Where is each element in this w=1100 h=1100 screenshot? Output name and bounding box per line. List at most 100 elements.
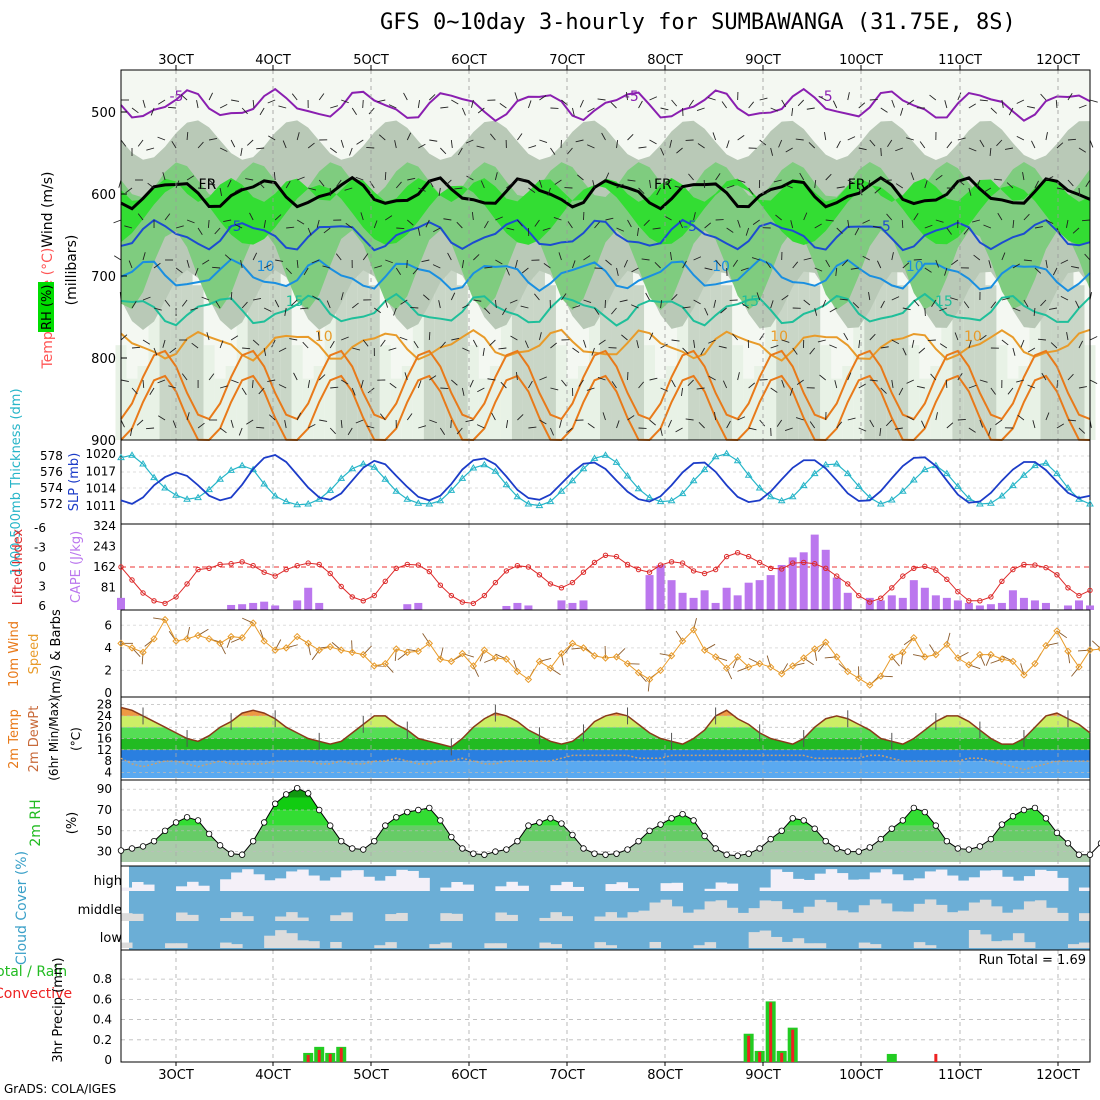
- wind-barb: [256, 147, 265, 150]
- wind-barb: [854, 227, 860, 236]
- x-tick-label: 4OCT: [255, 1068, 291, 1083]
- footer-credit: GrADS: COLA/IGES: [4, 1082, 117, 1096]
- precip-conv-bar: [339, 1047, 343, 1062]
- wind-barb: [935, 174, 943, 181]
- wind-barb: [737, 135, 745, 141]
- cloud-block: [330, 942, 342, 948]
- wind-barb: [380, 339, 386, 347]
- wind-barb: [825, 219, 834, 222]
- wind-barb: [852, 302, 860, 309]
- wind-barb: [230, 379, 239, 384]
- temp-layer: [121, 761, 1090, 778]
- wind-barb: [252, 252, 258, 261]
- wind-barb: [988, 427, 992, 436]
- rh-point: [227, 850, 235, 857]
- rh-point: [558, 820, 565, 827]
- wind-barb: [451, 99, 459, 105]
- wind-barb: [1056, 423, 1065, 429]
- lifted-point: [988, 594, 994, 600]
- wind-barb: [142, 99, 146, 108]
- wind-barb: [649, 377, 658, 381]
- wind-barb: [819, 374, 827, 381]
- wind-barb: [340, 292, 344, 301]
- wind-barb: [296, 219, 305, 225]
- y-tick-label: 90: [97, 782, 112, 796]
- wind-barb: [208, 179, 216, 186]
- cloud-block: [924, 945, 937, 948]
- wind-barb: [443, 218, 452, 221]
- thickness-point: [1009, 481, 1017, 489]
- wind-point: [326, 643, 334, 651]
- wind-barb: [137, 139, 144, 147]
- wind-barb: [814, 180, 817, 189]
- wind-barb: [770, 147, 774, 156]
- wind-barb: [241, 387, 247, 396]
- thickness-point: [238, 461, 247, 469]
- rh-column: [941, 314, 953, 440]
- cloud-layer-label: middle: [78, 903, 122, 918]
- wind-barb: [907, 99, 915, 106]
- y-tick-label: 28: [97, 698, 112, 712]
- wind-barb: [785, 147, 793, 153]
- temp-layer: [121, 727, 1090, 739]
- wind-barb: [253, 298, 262, 301]
- wind-barb: [869, 98, 878, 101]
- cloud-block: [605, 884, 618, 891]
- wind-point: [1031, 659, 1039, 668]
- cloud-block: [979, 899, 992, 921]
- wind-barb: [594, 307, 600, 315]
- wind-barb: [554, 179, 562, 185]
- wind-barb: [704, 267, 713, 271]
- cloud-block: [660, 883, 673, 891]
- cloud-block: [913, 942, 926, 948]
- wind-barb: [495, 259, 503, 265]
- rh-column: [555, 345, 567, 440]
- wind-barb: [822, 299, 827, 308]
- wind-barb: [172, 420, 177, 429]
- rh-column: [236, 314, 248, 440]
- thickness-point: [601, 451, 610, 458]
- wind-barb: [1067, 138, 1076, 141]
- wind-point: [183, 635, 191, 643]
- wind-barb: [1077, 649, 1091, 652]
- lifted-point: [977, 598, 983, 604]
- wind-barb: [891, 99, 895, 108]
- cloud-block: [1012, 880, 1025, 891]
- thickness-point: [998, 492, 1006, 499]
- rh-column: [478, 378, 490, 440]
- cape-bar: [744, 582, 753, 610]
- thickness-point: [953, 482, 962, 489]
- cloud-block: [957, 880, 970, 891]
- wind-barb: [713, 299, 717, 308]
- wind-barb: [976, 179, 981, 188]
- y-tick-label: 900: [91, 434, 116, 449]
- lifted-point: [547, 581, 554, 587]
- wind-barb: [939, 307, 948, 312]
- wind-point: [822, 638, 830, 646]
- cloud-block: [935, 869, 948, 891]
- thickness-point: [909, 476, 918, 483]
- wind-barb: [1072, 227, 1080, 234]
- wind-barb: [440, 106, 449, 109]
- wind-barb: [559, 419, 562, 428]
- wind-barb: [784, 427, 793, 432]
- wind-barb: [660, 387, 669, 392]
- slp-ylabel-text: SLP (mb): [67, 453, 82, 512]
- wind-barb: [351, 302, 359, 309]
- lifted-point: [173, 594, 179, 600]
- wind-barb: [1066, 219, 1069, 228]
- cloud-block: [1034, 900, 1047, 921]
- y-tick-label: 600: [91, 188, 116, 203]
- rh-point: [646, 827, 653, 834]
- wind-barb: [317, 331, 320, 341]
- rh-column: [600, 254, 611, 440]
- wind-barb: [462, 347, 470, 352]
- wind-barb: [223, 219, 232, 222]
- wind-barb: [457, 147, 463, 156]
- wind-barb: [477, 107, 485, 114]
- wind-barb: [1034, 267, 1042, 274]
- cloud-block: [737, 912, 750, 921]
- wind-barb: [224, 254, 232, 261]
- wind-barb: [619, 299, 628, 303]
- wind-barb: [660, 427, 663, 436]
